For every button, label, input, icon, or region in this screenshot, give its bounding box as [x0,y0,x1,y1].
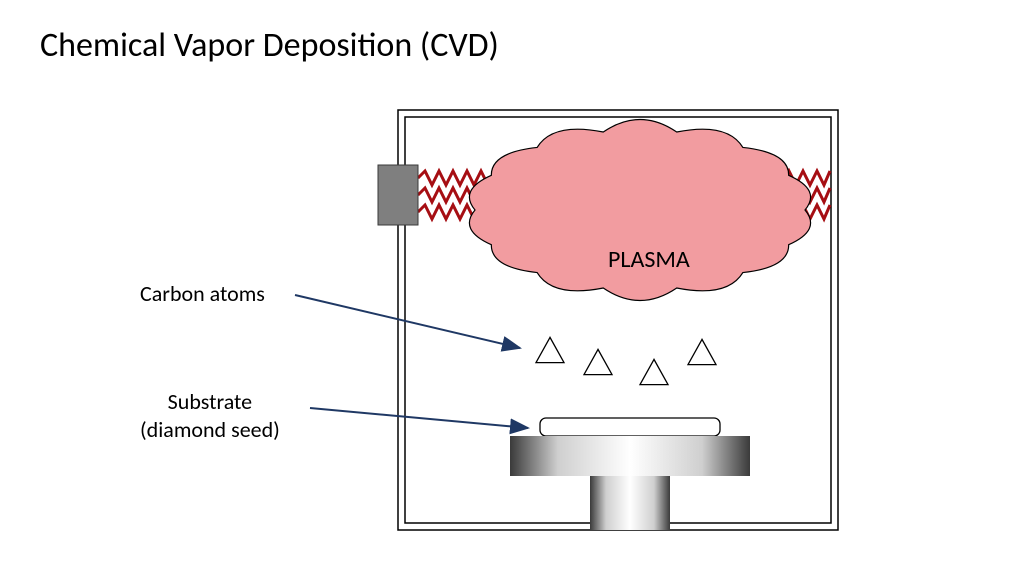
carbon-triangle [640,359,668,384]
substrate-plate [540,418,720,436]
substrate-text-1: Substrate [168,388,252,415]
plasma-label: PLASMA [608,245,690,274]
pedestal-stem [590,476,670,530]
emitter-box [378,165,418,225]
carbon-atoms-text: Carbon atoms [140,280,265,307]
carbon-triangle [536,337,564,362]
carbon-triangles [536,337,716,384]
pedestal-top [510,436,750,476]
carbon-triangle [688,339,716,364]
carbon-atoms-label: Carbon atoms [140,280,265,308]
substrate-label: Substrate (diamond seed) [140,388,280,443]
substrate-text-2: (diamond seed) [140,416,280,443]
arrow-substrate [310,408,528,428]
carbon-triangle [584,349,612,374]
arrow-carbon [295,295,520,348]
